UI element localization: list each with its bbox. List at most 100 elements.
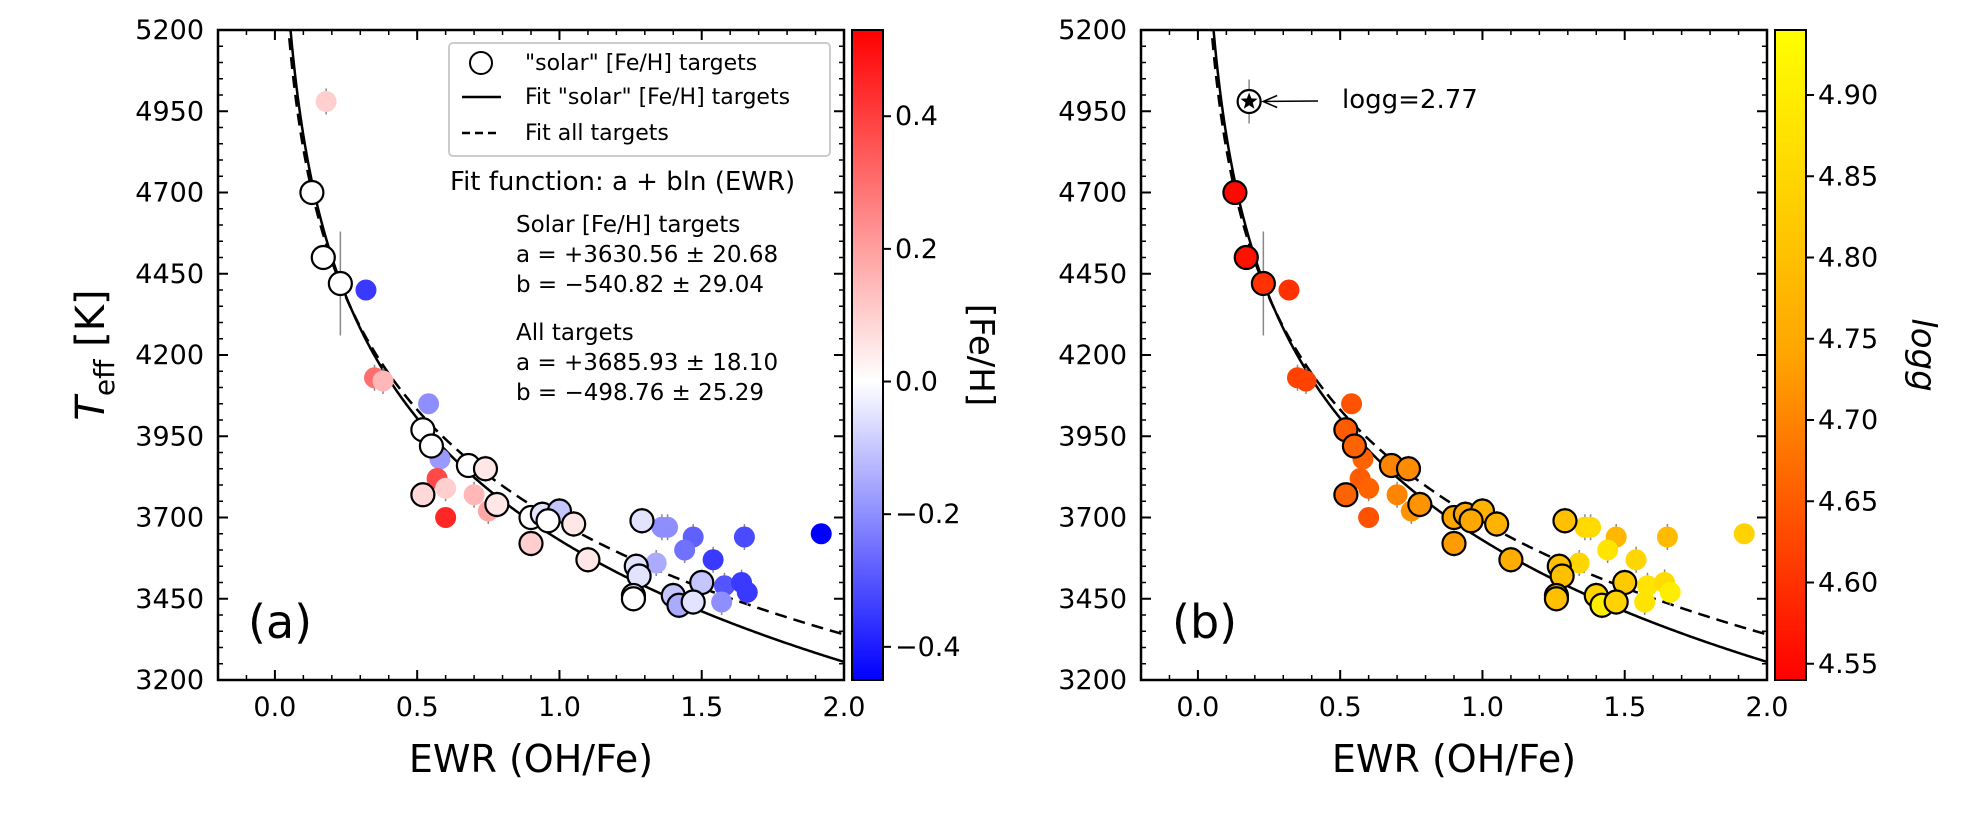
data-point <box>1341 433 1368 459</box>
data-point <box>1386 484 1408 506</box>
data-point <box>1656 526 1678 548</box>
y-tick-label: 3200 <box>1058 665 1127 696</box>
legend-box <box>448 42 831 157</box>
x-tick-label: 0.5 <box>1319 692 1362 723</box>
y-tick-label: 3700 <box>135 503 204 534</box>
y-tick-label: 3950 <box>1058 421 1127 452</box>
colorbar-tick-label: 0.2 <box>895 234 938 265</box>
fit-function-text: Fit function: a + bln (EWR) <box>450 167 795 197</box>
legend-label-fit-solar: Fit "solar" [Fe/H] targets <box>525 85 790 110</box>
y-tick-label: 4700 <box>1058 178 1127 209</box>
y-tick-label: 4200 <box>1058 340 1127 371</box>
x-tick-label: 2.0 <box>1746 692 1789 723</box>
arrow-head-icon <box>1261 94 1278 109</box>
data-point <box>575 547 601 573</box>
data-point <box>1733 523 1755 545</box>
data-point <box>1250 270 1276 297</box>
data-point <box>1580 516 1602 538</box>
data-point <box>299 179 325 206</box>
data-point <box>645 552 667 574</box>
data-point <box>1407 491 1433 518</box>
points-a <box>299 88 832 619</box>
data-point <box>629 508 655 534</box>
panel-label-a: (a) <box>248 595 312 649</box>
solar-fit-header: Solar [Fe/H] targets <box>516 212 740 238</box>
giant-logg-note: logg=2.77 <box>1342 85 1478 115</box>
colorbar-feh <box>851 29 884 681</box>
data-point <box>418 393 440 415</box>
y-tick-label: 4450 <box>135 259 204 290</box>
data-point <box>310 244 336 271</box>
y-axis-label-unit: [K] <box>68 289 114 359</box>
data-point <box>810 523 832 545</box>
colorbar-tick-label: 4.65 <box>1818 486 1878 517</box>
star-icon <box>1240 92 1258 109</box>
colorbar-tick-label: −0.2 <box>895 499 961 530</box>
data-point <box>518 530 544 557</box>
colorbar-logg <box>1774 29 1807 681</box>
data-point <box>435 507 457 528</box>
colorbar-tick-label: 4.60 <box>1818 568 1878 599</box>
legend-label-fit-all: Fit all targets <box>525 121 669 146</box>
data-point <box>711 591 733 613</box>
y-tick-label: 4950 <box>1058 96 1127 127</box>
data-point <box>674 539 696 561</box>
x-tick-label: 1.5 <box>680 692 723 723</box>
colorbar-tick-label: 0.4 <box>895 101 938 132</box>
y-tick-label: 5200 <box>135 15 204 46</box>
data-point <box>1597 539 1619 561</box>
data-point <box>1543 586 1570 612</box>
fit-solar-curve-b <box>1212 30 1767 664</box>
legend-marker-solar <box>469 51 493 75</box>
data-point <box>1233 244 1259 271</box>
points-b <box>1222 179 1755 619</box>
data-point <box>372 370 394 392</box>
data-point <box>1358 477 1380 499</box>
data-point <box>561 511 587 537</box>
x-axis-label-a: EWR (OH/Fe) <box>409 737 653 781</box>
data-point <box>327 270 353 297</box>
y-tick-label: 3450 <box>135 584 204 615</box>
data-point <box>1222 179 1248 206</box>
data-point <box>1295 370 1317 392</box>
y-tick-label: 4200 <box>135 340 204 371</box>
all-fit-b: b = −498.76 ± 25.29 <box>516 380 764 406</box>
y-tick-label: 4450 <box>1058 259 1127 290</box>
data-point <box>1341 393 1363 415</box>
x-tick-label: 1.5 <box>1603 692 1646 723</box>
y-tick-label: 5200 <box>1058 15 1127 46</box>
data-point <box>733 526 755 548</box>
colorbar-tick-label: 4.80 <box>1818 243 1878 274</box>
colorbar-label-logg: logg <box>1903 318 1943 391</box>
data-point <box>1636 575 1658 597</box>
colorbar-tick-label: 4.70 <box>1818 405 1878 436</box>
y-ticks-a: 3200 3450 3700 3950 4200 4450 4700 4950 5200 <box>135 15 844 696</box>
colorbar-ticks-feh: −0.4 −0.2 0.0 0.2 0.4 <box>883 101 961 663</box>
data-point <box>315 91 337 112</box>
colorbar-tick-label: 0.0 <box>895 367 938 398</box>
data-point <box>713 575 735 597</box>
data-point <box>1625 549 1647 571</box>
data-point <box>657 516 679 538</box>
data-point <box>1333 482 1359 508</box>
panel-b: 0.0 0.5 1.0 1.5 2.0 3200 3450 3700 3950 4200 4450… <box>1058 15 1943 781</box>
data-point <box>1552 508 1578 534</box>
data-point <box>620 586 647 612</box>
data-point <box>410 482 436 508</box>
legend-label-solar: "solar" [Fe/H] targets <box>525 51 757 76</box>
data-point <box>1634 591 1656 613</box>
x-tick-label: 1.0 <box>538 692 581 723</box>
data-point <box>736 581 758 603</box>
fit-all-curve-b <box>1210 30 1767 636</box>
data-point <box>418 433 445 459</box>
y-tick-label: 4700 <box>135 178 204 209</box>
panel-label-b: (b) <box>1172 595 1237 649</box>
giant-marker <box>1236 79 1319 124</box>
colorbar-tick-label: 4.85 <box>1818 161 1878 192</box>
data-point <box>1484 511 1510 537</box>
y-tick-label: 3950 <box>135 421 204 452</box>
colorbar-tick-label: 4.90 <box>1818 80 1878 111</box>
data-point <box>1498 547 1524 573</box>
x-tick-label: 0.5 <box>396 692 439 723</box>
